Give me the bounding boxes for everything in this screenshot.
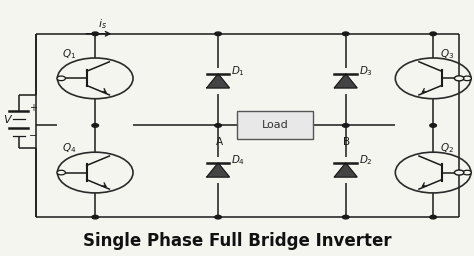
Text: $D_1$: $D_1$ bbox=[231, 65, 246, 78]
Polygon shape bbox=[334, 74, 357, 88]
Circle shape bbox=[463, 76, 472, 81]
Text: Load: Load bbox=[262, 121, 288, 131]
Polygon shape bbox=[207, 163, 229, 177]
Circle shape bbox=[342, 215, 349, 219]
Circle shape bbox=[215, 32, 221, 36]
Text: −: − bbox=[29, 132, 37, 142]
Text: $Q_2$: $Q_2$ bbox=[440, 141, 454, 155]
Text: Single Phase Full Bridge Inverter: Single Phase Full Bridge Inverter bbox=[82, 232, 392, 250]
Text: $D_4$: $D_4$ bbox=[231, 154, 246, 167]
Bar bbox=[237, 111, 313, 140]
Text: A: A bbox=[216, 136, 223, 146]
Circle shape bbox=[57, 170, 65, 175]
Text: V: V bbox=[3, 115, 11, 125]
Polygon shape bbox=[334, 163, 357, 177]
Circle shape bbox=[215, 124, 221, 127]
Circle shape bbox=[92, 32, 99, 36]
Circle shape bbox=[342, 124, 349, 127]
Circle shape bbox=[430, 124, 437, 127]
Text: $Q_3$: $Q_3$ bbox=[440, 47, 455, 60]
Text: $D_2$: $D_2$ bbox=[359, 154, 373, 167]
Circle shape bbox=[430, 32, 437, 36]
Text: B: B bbox=[343, 136, 350, 146]
Circle shape bbox=[92, 215, 99, 219]
Text: $D_3$: $D_3$ bbox=[359, 65, 373, 78]
Text: $i_s$: $i_s$ bbox=[98, 17, 107, 31]
Text: $Q_1$: $Q_1$ bbox=[62, 47, 76, 60]
Polygon shape bbox=[207, 74, 229, 88]
Circle shape bbox=[455, 76, 464, 81]
Circle shape bbox=[455, 170, 464, 175]
Circle shape bbox=[430, 215, 437, 219]
Text: $Q_4$: $Q_4$ bbox=[62, 141, 76, 155]
Circle shape bbox=[215, 215, 221, 219]
Circle shape bbox=[57, 76, 65, 81]
Circle shape bbox=[342, 32, 349, 36]
Circle shape bbox=[92, 124, 99, 127]
Text: +: + bbox=[29, 103, 37, 113]
Circle shape bbox=[463, 170, 472, 175]
